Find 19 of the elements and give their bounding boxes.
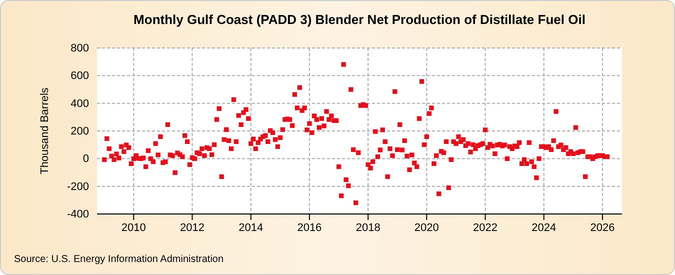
source-note: Source: U.S. Energy Information Administration bbox=[14, 254, 224, 265]
y-tick-label: 0 bbox=[82, 153, 89, 166]
y-tick-label: 400 bbox=[70, 98, 89, 110]
y-tick-label: 200 bbox=[70, 126, 89, 138]
x-tick-label: 2016 bbox=[297, 222, 322, 234]
chart-title: Monthly Gulf Coast (PADD 3) Blender Net Production of Distillate Fuel Oil bbox=[134, 12, 586, 27]
y-tick-label: -400 bbox=[66, 208, 89, 221]
y-tick-label: 800 bbox=[70, 42, 89, 55]
x-tick-label: 2014 bbox=[238, 222, 264, 234]
x-tick-label: 2018 bbox=[356, 222, 380, 234]
x-tick-label: 2012 bbox=[180, 222, 204, 234]
y-axis-title: Thousand Barrels bbox=[39, 87, 51, 174]
x-tick-label: 2022 bbox=[473, 222, 498, 234]
y-tick-label: 600 bbox=[70, 70, 89, 82]
x-tick-label: 2024 bbox=[532, 222, 556, 234]
y-tick-label: -200 bbox=[66, 180, 89, 193]
x-tick-label: 2020 bbox=[414, 222, 439, 234]
x-tick-label: 2026 bbox=[590, 222, 615, 234]
x-tick-label: 2010 bbox=[121, 222, 146, 234]
